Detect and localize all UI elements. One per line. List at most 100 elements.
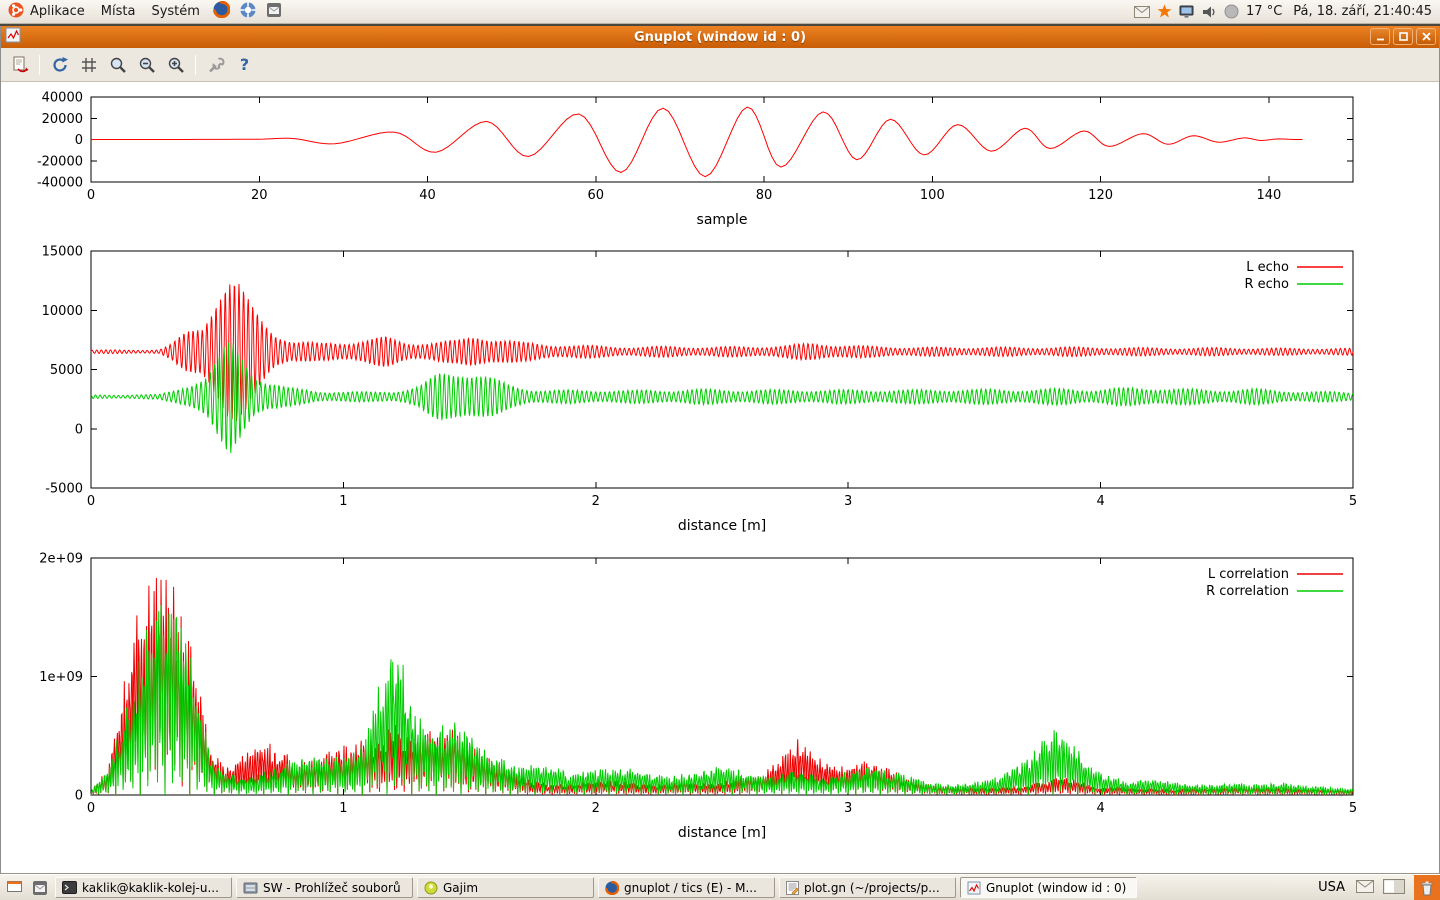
maximize-button[interactable]	[1393, 28, 1413, 45]
task-button-file-manager[interactable]: SW - Prohlížeč souborů	[236, 877, 413, 898]
plot-canvas: 0 20 40 60 80 100 120 140 -40000 -20000 0 20000 4000…	[1, 82, 1439, 874]
show-desktop-icon	[7, 881, 22, 892]
svg-text:5000: 5000	[50, 363, 83, 378]
window-buttons	[1370, 28, 1436, 45]
zoom-next-icon	[168, 57, 184, 73]
zoom-previous-icon	[139, 57, 155, 73]
firefox-icon	[213, 0, 231, 22]
show-desktop-button[interactable]	[4, 881, 25, 894]
svg-text:10000: 10000	[42, 304, 83, 319]
svg-text:15000: 15000	[42, 245, 83, 260]
text-editor-icon	[786, 880, 799, 895]
remote-display-icon[interactable]	[1179, 5, 1194, 19]
close-button[interactable]	[1416, 28, 1436, 45]
clock-applet[interactable]: Pá, 18. září, 21:40:45	[1293, 4, 1432, 19]
task-button-label: SW - Prohlížeč souborů	[263, 880, 401, 895]
maximize-icon	[1398, 32, 1408, 41]
minimize-icon	[1376, 38, 1384, 41]
refresh-button[interactable]	[46, 51, 73, 78]
workspace-switcher[interactable]	[1383, 878, 1405, 897]
task-button-terminal[interactable]: kaklik@kaklik-kolej-u...	[55, 877, 232, 898]
svg-text:80: 80	[756, 188, 773, 203]
svg-text:0: 0	[75, 133, 83, 148]
svg-text:4: 4	[1096, 801, 1104, 816]
svg-text:40: 40	[419, 188, 436, 203]
menu-system[interactable]: Systém	[143, 0, 207, 23]
window-title: Gnuplot (window id : 0)	[633, 29, 807, 45]
ubuntu-logo-icon	[8, 2, 24, 22]
svg-text:20000: 20000	[42, 112, 83, 127]
task-button-text-editor[interactable]: plot.gn (~/projects/p...	[779, 877, 956, 898]
top-panel: Aplikace Místa Systém 17 °C Pá, 18. září…	[0, 0, 1440, 24]
menu-applications-label: Aplikace	[30, 4, 85, 19]
panel-left: Aplikace Místa Systém	[0, 0, 287, 23]
svg-text:-5000: -5000	[45, 482, 83, 497]
email-applet-button[interactable]	[29, 880, 51, 896]
gajim-icon	[424, 881, 438, 894]
launcher-firefox[interactable]	[208, 0, 235, 23]
grid-button[interactable]	[75, 51, 102, 78]
chart-chirp-signal[interactable]: 0 20 40 60 80 100 120 140 -40000 -20000 0 20000 4000…	[1, 82, 1439, 242]
toolbar-separator	[39, 54, 40, 75]
svg-text:3: 3	[844, 494, 852, 509]
svg-text:40000: 40000	[42, 91, 83, 106]
gnuplot-icon	[967, 881, 981, 894]
svg-text:2e+09: 2e+09	[39, 552, 83, 567]
svg-text:distance [m]: distance [m]	[678, 825, 766, 841]
menu-applications[interactable]: Aplikace	[0, 0, 93, 23]
zoom-icon	[110, 57, 126, 73]
svg-text:5: 5	[1349, 801, 1357, 816]
task-button-label: plot.gn (~/projects/p...	[804, 880, 940, 895]
launcher-help[interactable]	[235, 0, 261, 23]
file-manager-icon	[243, 882, 258, 894]
trash-applet[interactable]	[1414, 875, 1440, 900]
svg-text:60: 60	[588, 188, 605, 203]
zoom-next-button[interactable]	[162, 51, 189, 78]
task-button-firefox[interactable]: gnuplot / tics (E) - M...	[598, 877, 775, 898]
svg-text:5: 5	[1349, 494, 1357, 509]
svg-text:L echo: L echo	[1246, 260, 1289, 275]
copy-button[interactable]	[6, 51, 33, 78]
panel-tray: 17 °C Pá, 18. září, 21:40:45	[1134, 0, 1440, 23]
keyboard-layout-indicator[interactable]: USA	[1318, 880, 1345, 895]
svg-text:L correlation: L correlation	[1208, 567, 1289, 582]
help-button[interactable]: ?	[231, 51, 258, 78]
minimize-button[interactable]	[1370, 28, 1390, 45]
task-button-gnuplot[interactable]: Gnuplot (window id : 0)	[960, 877, 1137, 898]
svg-text:distance [m]: distance [m]	[678, 518, 766, 534]
svg-text:0: 0	[87, 801, 95, 816]
gnuplot-icon	[5, 27, 21, 47]
task-button-label: kaklik@kaklik-kolej-u...	[82, 880, 219, 895]
update-notifier-icon[interactable]	[1157, 4, 1172, 19]
firefox-icon	[605, 880, 619, 895]
menu-places[interactable]: Místa	[93, 0, 144, 23]
task-button-gajim[interactable]: Gajim	[417, 877, 594, 898]
window-titlebar[interactable]: Gnuplot (window id : 0)	[1, 26, 1439, 48]
email-icon	[266, 2, 282, 22]
menu-system-label: Systém	[151, 4, 200, 19]
email-icon	[33, 880, 47, 895]
svg-text:120: 120	[1088, 188, 1113, 203]
launcher-email[interactable]	[261, 0, 287, 23]
mail-notifier-icon[interactable]	[1356, 879, 1374, 896]
chart-correlations[interactable]: 0 1 2 3 4 5 0 1e+09 2e+09 distance [m] L correlati…	[1, 547, 1439, 847]
temperature-label[interactable]: 17 °C	[1246, 4, 1283, 19]
chart-echo-signals[interactable]: 0 1 2 3 4 5 -5000 0 5000 10000 15000 distance [m] L …	[1, 242, 1439, 547]
svg-text:3: 3	[844, 801, 852, 816]
volume-icon[interactable]	[1201, 4, 1217, 20]
svg-text:-20000: -20000	[37, 154, 83, 169]
weather-icon[interactable]	[1224, 4, 1239, 19]
trash-icon	[1421, 881, 1433, 895]
zoom-previous-button[interactable]	[133, 51, 160, 78]
settings-button[interactable]	[202, 51, 229, 78]
help-icon: ?	[239, 55, 250, 74]
mail-notifier-icon[interactable]	[1134, 5, 1151, 18]
task-button-label: gnuplot / tics (E) - M...	[624, 880, 757, 895]
svg-text:-40000: -40000	[37, 176, 83, 191]
svg-text:0: 0	[87, 494, 95, 509]
toolbar-separator	[195, 54, 196, 75]
menu-places-label: Místa	[100, 4, 136, 19]
svg-text:sample: sample	[697, 212, 748, 228]
zoom-button[interactable]	[104, 51, 131, 78]
svg-text:4: 4	[1096, 494, 1104, 509]
